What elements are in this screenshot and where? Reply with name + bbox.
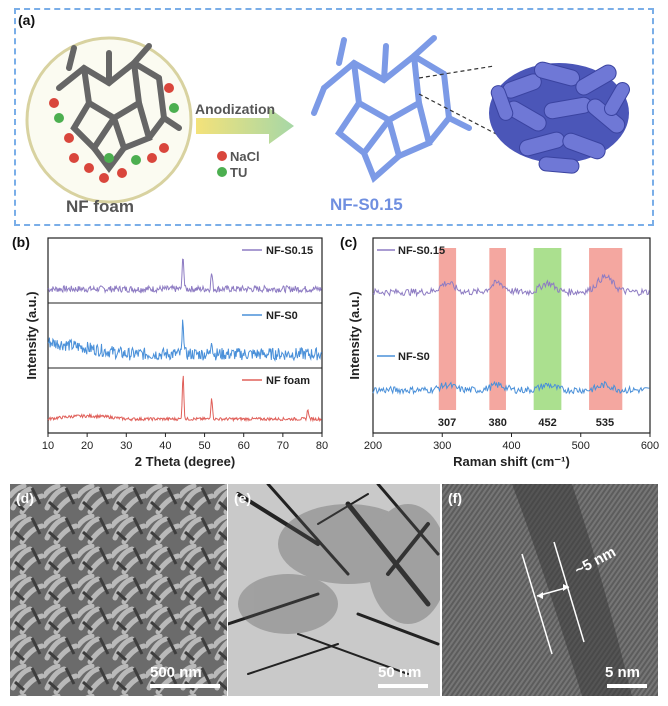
xrd-x-tick-label: 70 bbox=[277, 440, 289, 452]
nf-s015-skeleton-icon bbox=[311, 35, 472, 184]
nacl-legend-label: NaCl bbox=[230, 149, 260, 164]
nf-foam-skeleton-icon bbox=[56, 43, 182, 173]
hrtem-image-panel: (f) ~5 nm 5 nm bbox=[442, 484, 658, 696]
panel-d-label: (d) bbox=[16, 490, 34, 506]
xrd-legend-label: NF-S0 bbox=[266, 310, 298, 322]
nf-foam-caption: NF foam bbox=[66, 197, 134, 216]
raman-legend-label: NF-S0.15 bbox=[398, 245, 445, 257]
panel-e-label: (e) bbox=[234, 490, 252, 506]
hrtem-texture bbox=[442, 484, 658, 696]
raman-x-tick-label: 600 bbox=[641, 440, 659, 452]
hrtem-scale-label: 5 nm bbox=[605, 664, 641, 681]
hrtem-scale-bar bbox=[607, 684, 647, 688]
raman-band-label: 452 bbox=[538, 417, 556, 429]
xrd-series-line bbox=[47, 258, 322, 294]
panel-c-label: (c) bbox=[340, 234, 358, 250]
panel-a bbox=[14, 8, 654, 226]
tu-legend-dot bbox=[217, 167, 227, 177]
ion-spheres bbox=[49, 83, 179, 183]
sem-texture bbox=[10, 484, 227, 696]
xrd-x-tick-label: 10 bbox=[42, 440, 54, 452]
xrd-x-tick-label: 60 bbox=[238, 440, 250, 452]
raman-legend-label: NF-S0 bbox=[398, 351, 430, 363]
raman-x-tick-label: 200 bbox=[364, 440, 382, 452]
raman-band bbox=[489, 248, 506, 410]
raman-series-line bbox=[372, 380, 650, 396]
anodization-label: Anodization bbox=[195, 101, 276, 117]
sem-scale-bar bbox=[150, 684, 220, 688]
xrd-x-tick-label: 80 bbox=[316, 440, 328, 452]
tem-scale-label: 50 nm bbox=[378, 664, 422, 681]
xrd-x-axis-title: 2 Theta (degree) bbox=[135, 454, 235, 469]
raman-x-tick-label: 500 bbox=[572, 440, 590, 452]
nanorod-cluster-icon bbox=[489, 61, 630, 174]
xrd-plot-frame bbox=[47, 237, 323, 434]
raman-chart: 307 380 452 535 NF-S0.15 NF-S0 200 300 400 500 600… bbox=[347, 237, 659, 469]
panel-f-label: (f) bbox=[448, 490, 462, 506]
panel-b-label: (b) bbox=[12, 234, 30, 250]
nacl-legend-dot bbox=[217, 151, 227, 161]
xrd-chart: NF-S0.15 NF-S0 NF foam 10 20 30 40 50 60 70 80 2 Th… bbox=[24, 237, 328, 469]
xrd-x-tick-label: 40 bbox=[159, 440, 171, 452]
raman-x-axis-title: Raman shift (cm⁻¹) bbox=[453, 454, 570, 469]
tem-image-panel: (e) 50 nm bbox=[228, 484, 440, 696]
xrd-y-axis-title: Intensity (a.u.) bbox=[24, 291, 39, 379]
sem-image-panel: (d) 500 nm bbox=[10, 484, 227, 696]
xrd-legend-label: NF-S0.15 bbox=[266, 245, 313, 257]
raman-band-label: 307 bbox=[438, 417, 456, 429]
tu-legend-label: TU bbox=[230, 165, 248, 180]
raman-band-label: 535 bbox=[596, 417, 614, 429]
xrd-legend-label: NF foam bbox=[266, 375, 310, 387]
panel-a-label: (a) bbox=[18, 12, 36, 28]
raman-series-line bbox=[372, 273, 650, 298]
nf-s015-caption: NF-S0.15 bbox=[330, 195, 403, 214]
sem-scale-label: 500 nm bbox=[150, 664, 202, 681]
raman-x-tick-label: 400 bbox=[502, 440, 520, 452]
raman-y-axis-title: Intensity (a.u.) bbox=[347, 291, 362, 379]
xrd-series-line bbox=[47, 375, 322, 423]
raman-band-label: 380 bbox=[488, 417, 506, 429]
raman-x-tick-label: 300 bbox=[433, 440, 451, 452]
raman-band bbox=[438, 248, 457, 410]
tem-scale-bar bbox=[378, 684, 428, 688]
xrd-x-tick-label: 30 bbox=[120, 440, 132, 452]
tem-texture bbox=[228, 484, 440, 696]
xrd-x-tick-label: 50 bbox=[198, 440, 210, 452]
anodization-arrow-icon bbox=[196, 108, 294, 144]
xrd-x-tick-label: 20 bbox=[81, 440, 93, 452]
raman-band bbox=[533, 248, 562, 410]
panel-a-schematic bbox=[25, 35, 630, 204]
xrd-series-line bbox=[47, 319, 322, 362]
